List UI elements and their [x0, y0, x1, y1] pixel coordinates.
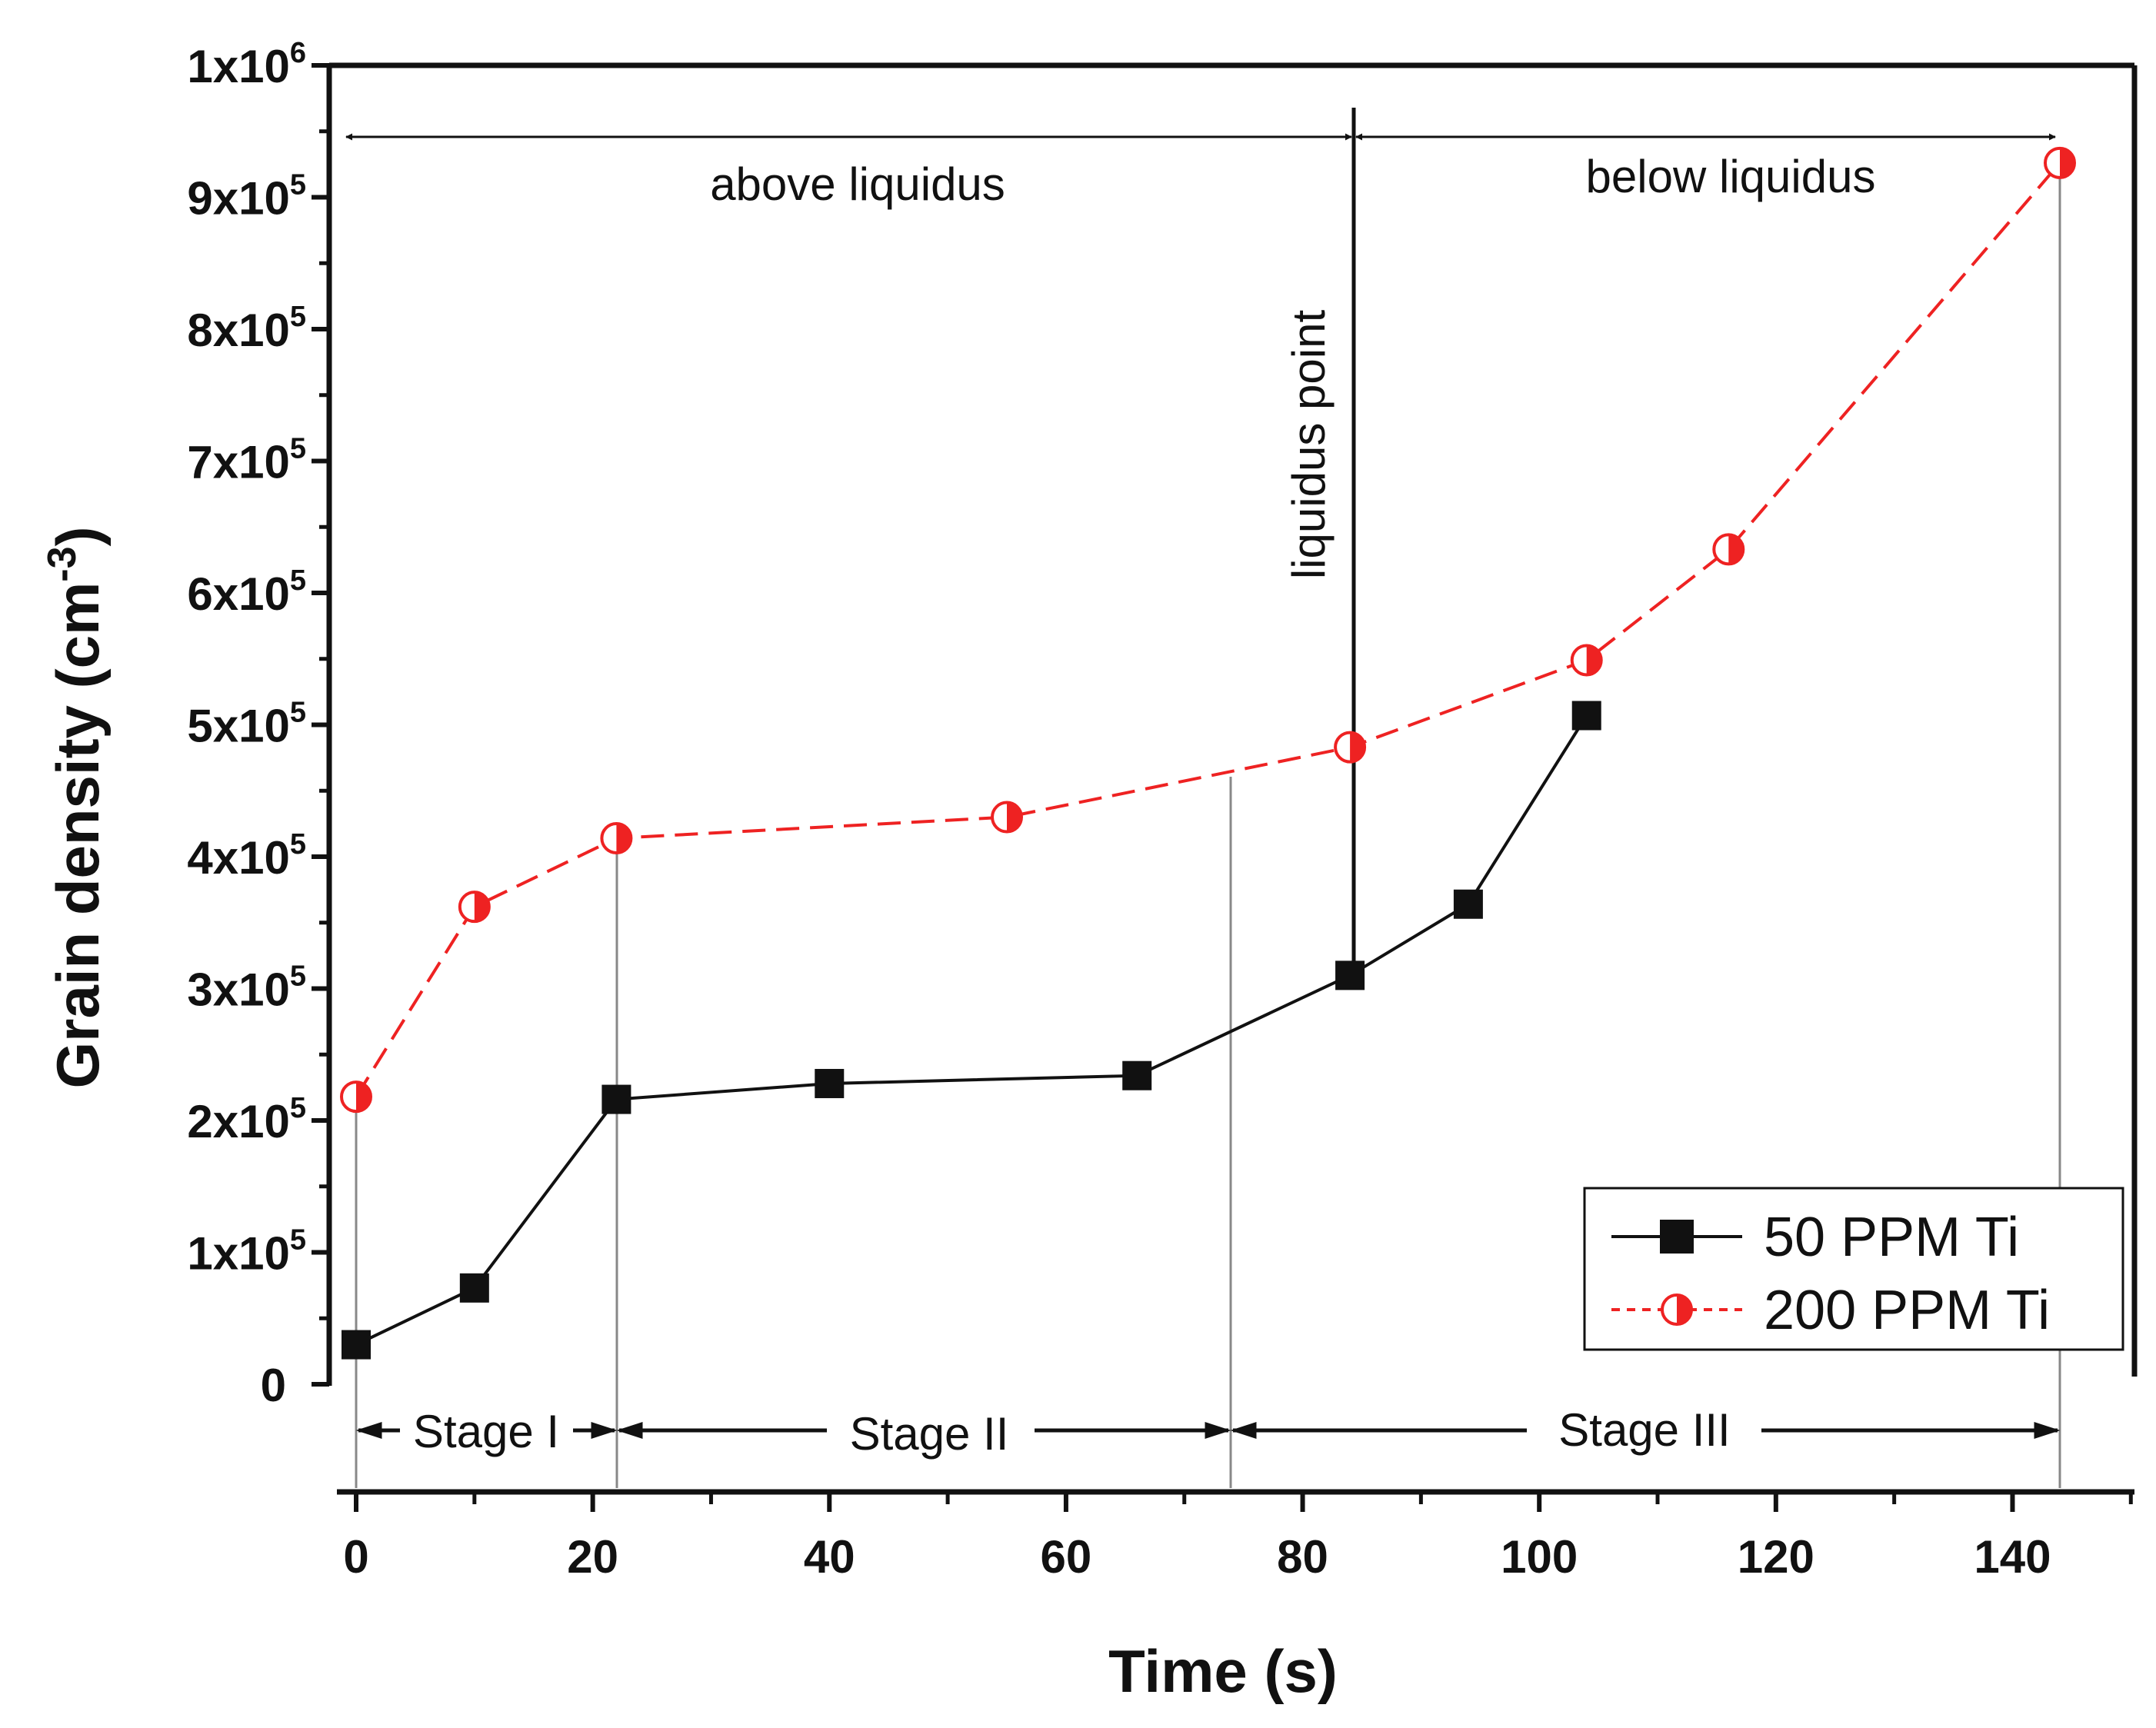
y-tick-label-1: 1x105: [187, 1224, 306, 1280]
point-50ppm-2: [601, 1084, 631, 1114]
y-axis-title-main: Grain density (cm: [44, 582, 112, 1089]
stage-1-label: Stage I: [413, 1406, 559, 1457]
x-tick-label-5: 100: [1501, 1531, 1578, 1583]
x-axis-title: Time (s): [1108, 1637, 1338, 1705]
stage-3-label: Stage III: [1558, 1404, 1730, 1456]
point-50ppm-1: [459, 1273, 489, 1303]
y-axis-title-exponent: -3: [40, 546, 85, 581]
y-tick-label-6: 6x105: [187, 564, 306, 620]
series-line-1: [355, 161, 2061, 1098]
point-200ppm-6: [1712, 533, 1745, 566]
point-50ppm-4: [1122, 1060, 1152, 1090]
legend-label-200ppm: 200 PPM Ti: [1764, 1280, 2050, 1341]
y-tick-label-10: 1x106: [187, 37, 306, 92]
series-50ppm: [342, 701, 1601, 1360]
point-50ppm-0: [342, 1330, 371, 1360]
y-tick-label-8: 8x105: [187, 301, 306, 356]
point-200ppm-3: [991, 801, 1024, 834]
x-tick-label-3: 60: [1041, 1531, 1092, 1583]
y-tick-label-3: 3x105: [187, 961, 306, 1016]
y-axis-title-close: ): [44, 526, 112, 546]
legend-marker-200ppm-half: [1677, 1295, 1691, 1324]
point-50ppm-6: [1453, 889, 1483, 919]
y-tick-label-0: 0: [261, 1360, 286, 1411]
below-liquidus-label: below liquidus: [1586, 151, 1876, 202]
y-tick-label-9: 9x105: [187, 169, 306, 225]
point-200ppm-4: [1334, 731, 1367, 764]
y-axis-ticks: 0 1x105 2x105 3x105 4x105 5x105 6x105 7x105 8x10…: [187, 37, 329, 1411]
liquidus-region-annotations: above liquidus below liquidus liquidus p…: [345, 108, 2056, 980]
legend-label-50ppm: 50 PPM Ti: [1764, 1207, 2019, 1268]
point-50ppm-3: [815, 1068, 845, 1098]
x-axis-ticks: 0 20 40 60 80 100 120 140: [343, 1492, 2133, 1583]
y-axis-title: Grain density (cm-3): [40, 526, 112, 1088]
series-200ppm: [340, 146, 2076, 1114]
y-tick-label-5: 5x105: [187, 697, 306, 752]
liquidus-point-label: liquidus point: [1283, 310, 1335, 580]
x-tick-label-4: 80: [1277, 1531, 1328, 1583]
point-50ppm-5: [1335, 961, 1365, 991]
legend-marker-50ppm: [1660, 1220, 1694, 1254]
legend: 50 PPM Ti 200 PPM Ti: [1583, 1187, 2124, 1351]
point-200ppm-1: [458, 891, 491, 924]
y-tick-label-2: 2x105: [187, 1092, 306, 1147]
point-50ppm-7: [1571, 701, 1601, 731]
y-tick-label-7: 7x105: [187, 433, 306, 488]
x-tick-label-7: 140: [1974, 1531, 2051, 1583]
x-tick-label-6: 120: [1738, 1531, 1814, 1583]
series-layer: [340, 146, 2076, 1360]
series-line-0: [355, 714, 1588, 1347]
x-tick-label-2: 40: [804, 1531, 855, 1583]
x-tick-label-0: 0: [343, 1531, 368, 1583]
point-200ppm-0: [340, 1080, 372, 1114]
above-liquidus-label: above liquidus: [710, 158, 1005, 210]
point-200ppm-7: [2044, 146, 2076, 179]
stage-annotations: Stage I Stage II Stage III: [355, 1404, 2061, 1460]
x-tick-label-1: 20: [567, 1531, 618, 1583]
point-200ppm-2: [600, 821, 633, 854]
point-200ppm-5: [1570, 644, 1603, 677]
y-tick-label-4: 4x105: [187, 828, 306, 884]
stage-2-label: Stage II: [850, 1408, 1009, 1460]
